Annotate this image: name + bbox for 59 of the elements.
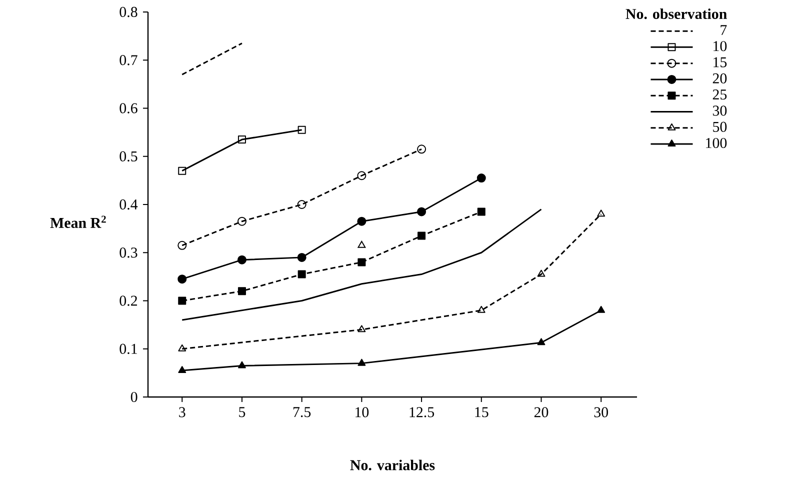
point [297,200,306,209]
point [417,144,426,154]
point [537,270,546,277]
point [297,252,306,262]
point [597,306,606,313]
y-tick-label: 0.3 [120,248,138,258]
point [358,325,366,332]
x-tick-label: 30 [594,407,608,418]
point [178,366,186,374]
legend-label: 25 [712,90,727,100]
x-tick-label: 5 [239,407,246,418]
legend-label: 10 [714,41,727,52]
point [238,361,246,368]
point [178,240,187,250]
point [476,174,486,183]
y-tick-label: 0.5 [120,151,138,162]
legend-label: 50 [713,122,727,132]
point [298,270,306,278]
point [298,126,306,134]
y-tick-label: 0.6 [120,103,138,114]
point [357,171,366,180]
legend-title: No. observation [626,8,727,20]
point [537,338,546,346]
point [418,232,426,240]
point [417,207,426,216]
point [358,258,366,266]
point [237,216,246,226]
y-tick-label: 0.7 [120,55,138,66]
y-tick-label: 0.4 [120,199,138,210]
y-tick-label: 0.2 [120,296,137,306]
y-tick-label: 0 [130,392,138,402]
point [178,296,186,305]
point [238,287,246,296]
x-tick-label: 10 [356,407,369,418]
point [238,136,246,144]
legend-label: 30 [712,106,727,116]
x-tick-label: 3 [179,407,186,418]
y-tick-label: 0.1 [120,344,137,354]
point [597,210,606,217]
x-tick-label: 15 [475,407,488,418]
point [237,255,246,264]
x-tick-label: 12.5 [410,407,434,418]
point [477,306,486,313]
point [477,208,486,216]
legend-label: 15 [714,57,727,68]
x-axis-title: No. variables [350,460,435,470]
point [178,166,186,175]
legend-label: 7 [720,25,727,35]
y-axis-title: Mean R$^{2}$ [50,216,106,228]
y-tick-label: 0.8 [120,6,138,18]
point [358,240,366,248]
x-tick-label: 7.5 [293,407,311,418]
x-tick-label: 20 [534,407,548,418]
point [178,344,186,352]
point [358,358,366,366]
legend-label: 20 [712,73,727,84]
legend-label: 100 [706,138,727,148]
point [357,216,366,226]
point [178,274,187,284]
